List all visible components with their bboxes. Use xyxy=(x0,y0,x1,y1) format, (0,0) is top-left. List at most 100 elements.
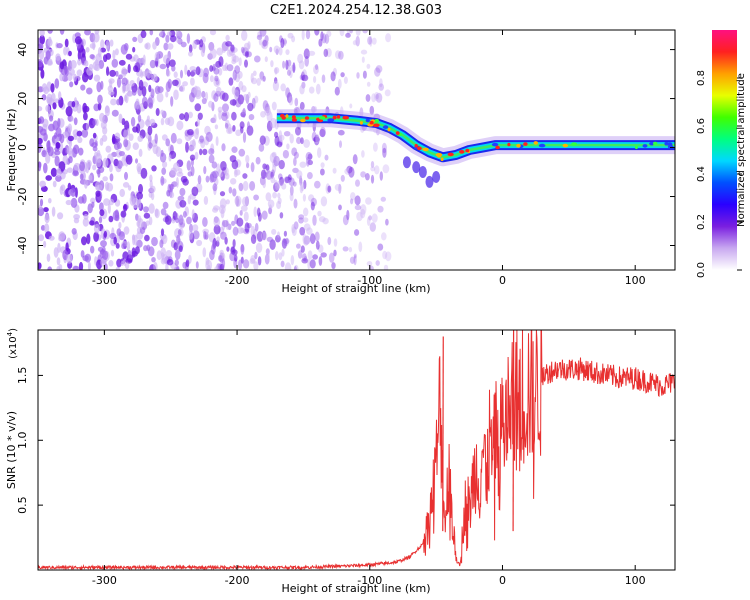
noise-cell xyxy=(102,157,109,168)
noise-cell xyxy=(324,154,329,161)
noise-cell xyxy=(253,55,261,63)
noise-cell xyxy=(293,221,299,230)
noise-cell xyxy=(81,129,89,138)
noise-cell xyxy=(310,201,315,211)
noise-cell xyxy=(114,48,119,56)
noise-cell xyxy=(354,204,362,211)
noise-cell xyxy=(278,159,285,170)
figure-title: C2E1.2024.254.12.38.G03 xyxy=(270,3,442,18)
noise-cell xyxy=(89,138,95,147)
noise-cell xyxy=(303,207,309,217)
noise-cell xyxy=(73,214,80,220)
noise-cell xyxy=(151,257,156,263)
noise-cell xyxy=(244,59,248,68)
noise-cell xyxy=(55,175,62,182)
noise-cell xyxy=(189,154,196,161)
noise-cell xyxy=(97,169,101,178)
noise-cell xyxy=(132,46,136,53)
ridge-hotspot xyxy=(342,115,350,120)
noise-cell xyxy=(300,245,305,253)
noise-cell xyxy=(133,65,139,72)
noise-cell xyxy=(303,139,310,148)
noise-cell xyxy=(303,223,311,231)
noise-cell xyxy=(51,92,56,102)
noise-cell xyxy=(230,44,235,53)
noise-cell xyxy=(152,41,157,50)
noise-cell xyxy=(73,73,77,82)
noise-cell xyxy=(293,157,297,167)
noise-cell xyxy=(271,151,277,158)
noise-cell xyxy=(182,211,187,218)
noise-cell xyxy=(160,228,165,237)
noise-cell xyxy=(275,234,281,243)
noise-cell xyxy=(188,44,193,53)
noise-cell xyxy=(74,36,82,45)
noise-cell xyxy=(45,175,52,181)
noise-cell xyxy=(216,236,220,243)
noise-cell xyxy=(84,60,89,67)
noise-cell xyxy=(249,181,256,191)
noise-cell xyxy=(262,75,266,82)
noise-cell xyxy=(97,246,104,252)
noise-cell xyxy=(289,185,294,196)
noise-cell xyxy=(138,148,143,157)
noise-cell xyxy=(297,250,303,259)
noise-cell xyxy=(122,182,130,188)
snr-y-label: SNR (10 * v/v) xyxy=(5,411,18,489)
noise-cell xyxy=(186,33,191,44)
noise-cell xyxy=(374,67,381,77)
noise-cell xyxy=(219,198,227,209)
noise-cell xyxy=(225,41,233,47)
snr-spike xyxy=(442,336,444,532)
noise-cell xyxy=(232,188,237,197)
noise-cell xyxy=(231,146,238,153)
noise-cell xyxy=(222,64,227,72)
noise-cell xyxy=(165,138,170,147)
noise-cell xyxy=(241,85,247,93)
noise-cell xyxy=(232,124,236,132)
y-tick-label: 0 xyxy=(16,144,29,151)
noise-cell xyxy=(155,108,160,116)
snr-x-label: Height of straight line (km) xyxy=(281,582,430,595)
noise-cell xyxy=(150,192,155,201)
noise-cell xyxy=(365,173,370,181)
noise-cell xyxy=(135,98,140,110)
spectrogram-frame xyxy=(37,29,676,271)
noise-cell xyxy=(287,65,291,73)
noise-cell xyxy=(299,177,303,184)
noise-cell xyxy=(253,206,257,218)
noise-cell xyxy=(212,183,218,192)
noise-cell xyxy=(68,156,73,164)
noise-cell xyxy=(187,195,191,205)
noise-cell xyxy=(138,183,143,194)
noise-cell xyxy=(257,31,262,38)
noise-cell xyxy=(211,161,218,169)
x-tick-label: -300 xyxy=(92,574,117,587)
noise-cell xyxy=(303,179,307,190)
noise-cell xyxy=(314,180,321,189)
noise-cell xyxy=(45,104,51,112)
noise-cell xyxy=(279,134,285,141)
ridge-hotspot xyxy=(649,141,655,146)
noise-cell xyxy=(275,183,280,191)
noise-cell xyxy=(314,231,320,242)
noise-cell xyxy=(137,114,142,123)
noise-cell xyxy=(382,147,387,158)
x-tick-label: -300 xyxy=(92,274,117,287)
noise-cell xyxy=(92,164,97,171)
noise-cell xyxy=(68,139,73,148)
noise-cell xyxy=(111,133,116,145)
noise-cell xyxy=(250,225,256,237)
noise-cell xyxy=(55,142,61,149)
ridge-hotspot xyxy=(318,116,326,120)
noise-cell xyxy=(38,59,43,68)
noise-cell xyxy=(375,65,383,73)
noise-cell xyxy=(46,96,51,105)
noise-cell xyxy=(193,85,198,94)
noise-cell xyxy=(118,59,126,66)
noise-cell xyxy=(153,261,158,270)
noise-cell xyxy=(299,175,303,186)
noise-cell xyxy=(291,226,297,237)
ridge-hotspot xyxy=(369,120,374,125)
noise-cell xyxy=(278,130,283,141)
